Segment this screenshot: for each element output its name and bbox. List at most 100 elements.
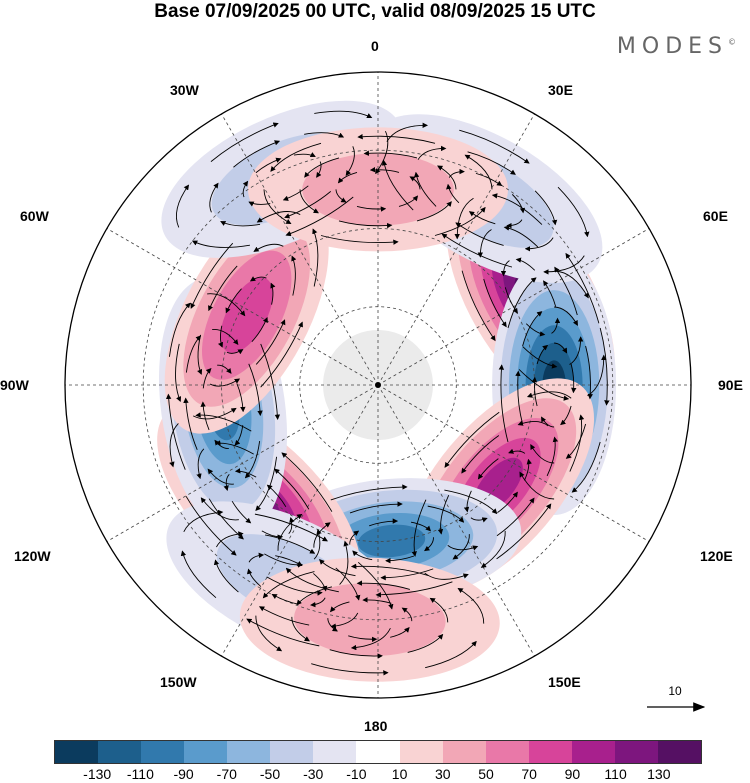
longitude-line: [377, 113, 535, 386]
wind-arrow: [337, 171, 358, 184]
wind-arrow: [254, 513, 328, 542]
colorbar-tick-label: -10: [346, 766, 367, 782]
wind-arrow: [461, 270, 496, 342]
wind-arrow: [190, 242, 234, 309]
wind-arrow: [176, 184, 190, 228]
wind-arrow: [427, 505, 465, 523]
brand-logo: MODES©: [617, 34, 736, 59]
wind-arrow: [169, 423, 179, 468]
wind-arrow: [313, 528, 322, 560]
wind-arrow: [195, 412, 252, 432]
colorbar-tick-label: -50: [259, 766, 281, 782]
wind-arrow: [446, 183, 460, 204]
lon-label-120w: 120W: [14, 548, 51, 564]
wind-arrow: [385, 555, 415, 564]
map-border: [64, 71, 692, 699]
wind-arrow: [281, 452, 333, 512]
wind-arrow: [191, 240, 250, 248]
lon-label-150e: 150E: [548, 674, 581, 690]
lon-label-60w: 60W: [20, 208, 49, 224]
wind-arrow: [519, 471, 555, 500]
wind-arrow: [363, 150, 418, 159]
wind-arrow: [565, 252, 600, 324]
wind-arrow: [409, 176, 421, 190]
wind-arrow: [339, 540, 349, 585]
wind-arrow: [329, 601, 350, 613]
wind-arrow: [543, 255, 585, 275]
wind-arrow: [225, 288, 242, 314]
lon-label-180: 180: [364, 718, 388, 734]
colorbar-tick-label: 10: [391, 766, 408, 782]
wind-arrow: [463, 490, 472, 513]
colorbar-tick-label: 130: [647, 766, 671, 782]
wind-arrow: [316, 161, 322, 178]
wind-arrow: [500, 260, 510, 277]
wind-arrow: [255, 157, 282, 174]
wind-arrow: [467, 151, 516, 175]
wind-arrow: [311, 663, 389, 676]
wind-arrow: [381, 159, 414, 211]
circulation-indian-ocean-negative: [165, 293, 281, 521]
lon-label-0: 0: [371, 38, 379, 54]
wind-arrow: [425, 640, 477, 669]
wind-arrow: [234, 468, 257, 478]
colorbar-tick-label: -90: [173, 766, 194, 782]
wind-arrow: [477, 458, 499, 480]
wind-arrow: [390, 626, 410, 638]
longitude-line: [221, 113, 379, 386]
wind-arrow: [543, 280, 557, 307]
wind-arrow: [524, 458, 532, 481]
wind-arrow: [526, 391, 572, 399]
wind-arrow: [249, 276, 267, 282]
wind-arrow: [398, 195, 419, 207]
wind-arrow: [546, 436, 559, 477]
colorbar-tick-label: 90: [564, 766, 581, 782]
wind-arrow: [251, 316, 268, 343]
wind-arrow: [375, 581, 453, 598]
colorbar-tick-label: 50: [478, 766, 494, 782]
wind-arrow: [299, 189, 319, 214]
wind-arrow: [380, 568, 434, 581]
wind-arrow: [570, 363, 577, 394]
wind-arrow: [515, 257, 536, 271]
wind-arrow: [571, 441, 601, 493]
wind-arrow: [511, 194, 526, 214]
wind-arrow: [496, 503, 552, 560]
wind-arrow: [214, 439, 229, 449]
wind-arrow: [246, 568, 262, 587]
wind-arrow: [491, 193, 543, 225]
wind-arrow: [327, 618, 338, 632]
brand-mark: ©: [728, 37, 736, 47]
longitude-line: [377, 384, 650, 542]
colorbar-swatch: [55, 741, 99, 763]
wind-arrow: [517, 420, 549, 427]
lon-label-150w: 150W: [160, 674, 197, 690]
wind-arrow: [362, 597, 392, 604]
wind-arrow: [183, 509, 224, 533]
wind-arrow: [277, 513, 303, 551]
wind-arrow: [185, 335, 202, 373]
wind-arrow: [506, 219, 523, 229]
wind-arrow: [284, 191, 332, 219]
colorbar-tick-label: -110: [126, 766, 154, 782]
wind-arrow: [356, 205, 387, 212]
longitude-line: [106, 228, 379, 386]
colorbar-tick-label: 110: [604, 766, 627, 782]
wind-arrow: [310, 597, 326, 608]
wind-arrow: [282, 185, 309, 201]
wind-arrow: [202, 367, 212, 389]
anomaly-contour: [357, 524, 426, 558]
wind-arrow: [464, 154, 493, 190]
wind-arrow: [461, 435, 500, 474]
wind-arrow: [497, 491, 518, 513]
wind-arrow: [220, 221, 261, 227]
wind-arrow: [168, 302, 191, 357]
wind-arrow: [304, 132, 345, 138]
wind-arrow: [329, 649, 383, 659]
wind-arrow: [175, 343, 182, 403]
wind-arrow: [429, 597, 449, 623]
circulation-ross-sea-negative: [277, 484, 506, 598]
brand-text: MODES: [616, 34, 728, 59]
wind-arrow: [534, 190, 558, 226]
wind-arrow: [585, 345, 593, 400]
